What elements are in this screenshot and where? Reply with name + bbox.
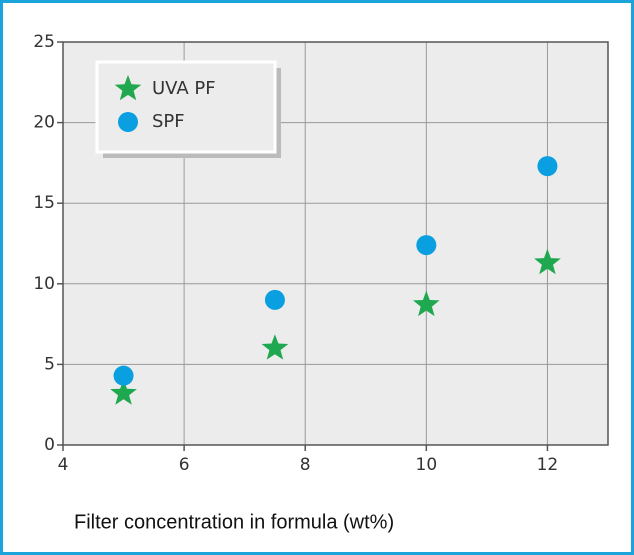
legend-label: UVA PF [152, 78, 216, 99]
circle-marker [264, 289, 285, 310]
legend-label: SPF [152, 111, 185, 132]
star-marker [413, 290, 440, 317]
x-tick-label: 6 [179, 455, 190, 475]
x-tick-label: 10 [416, 455, 438, 475]
x-tick-label: 4 [58, 455, 69, 475]
circle-marker [118, 112, 138, 132]
x-tick-label: 8 [300, 455, 311, 475]
x-tick-label: 12 [537, 455, 559, 475]
y-tick-label: 10 [33, 274, 55, 294]
legend [95, 60, 277, 154]
star-marker [114, 75, 142, 101]
y-tick-label: 15 [33, 193, 55, 213]
circle-marker [537, 156, 558, 177]
plot-border [62, 41, 609, 446]
y-tick-label: 5 [44, 354, 55, 374]
y-tick-label: 20 [33, 113, 55, 133]
star-marker [261, 334, 289, 360]
circle-marker [113, 365, 134, 386]
star-marker [110, 379, 137, 405]
y-tick-label: 0 [44, 435, 55, 455]
x-axis-label: Filter concentration in formula (wt%) [74, 511, 394, 533]
star-marker [534, 248, 561, 275]
y-tick-label: 25 [33, 32, 55, 52]
circle-marker [416, 235, 437, 256]
